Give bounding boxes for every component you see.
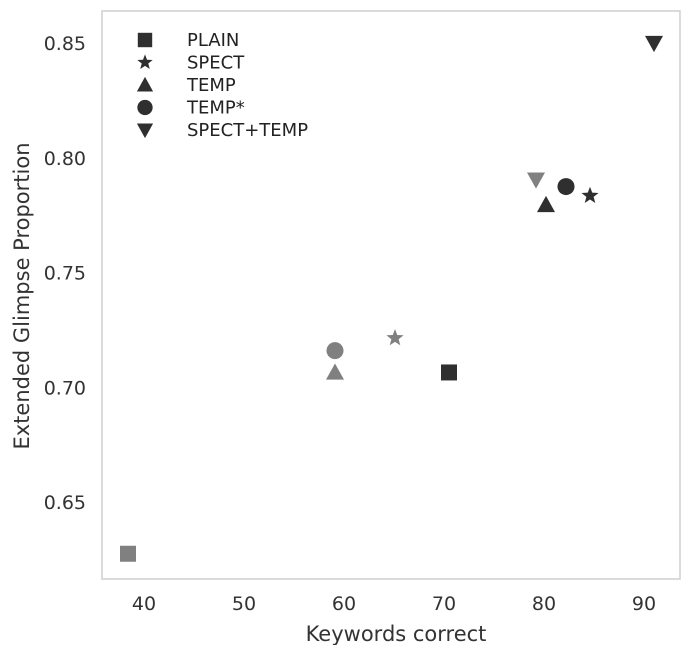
y-tick-label: 0.75 [44, 263, 86, 285]
point-temp-dark [557, 178, 575, 196]
x-tick-label: 60 [332, 593, 356, 615]
y-axis-label: Extended Glimpse Proportion [10, 142, 34, 449]
data-points [120, 35, 663, 562]
x-tick-label: 70 [432, 593, 456, 615]
x-tick-label: 80 [532, 593, 556, 615]
legend-label-spect: SPECT [187, 53, 245, 74]
legend-marker-temp [137, 99, 153, 116]
point-spect-light [386, 329, 404, 346]
y-tick-label: 0.80 [44, 148, 86, 170]
y-tick-label: 0.65 [44, 492, 86, 514]
point-temp-light [326, 363, 344, 380]
point-temp-dark [537, 195, 555, 213]
plot-area-frame [101, 10, 681, 580]
legend-marker-temp [136, 76, 154, 92]
y-axis-ticks: 0.65 0.70 0.75 0.80 0.85 [44, 33, 86, 514]
point-spect-temp-dark [645, 35, 663, 53]
x-tick-label: 50 [232, 593, 256, 615]
legend-label-spect-temp: SPECT+TEMP [187, 120, 308, 141]
point-plain-dark [441, 364, 457, 381]
point-spect-temp-light [527, 172, 545, 189]
point-plain-light [120, 545, 136, 562]
legend-label-temp: TEMP* [186, 98, 245, 119]
x-tick-label: 90 [632, 593, 656, 615]
x-axis-label: Keywords correct [306, 622, 487, 645]
point-spect-dark [581, 186, 599, 204]
y-tick-label: 0.85 [44, 33, 86, 55]
y-tick-label: 0.70 [44, 377, 86, 399]
legend-label-temp: TEMP [186, 75, 236, 96]
point-temp-light [326, 342, 344, 360]
x-axis-ticks: 40 50 60 70 80 90 [132, 593, 656, 615]
legend-marker-plain [137, 32, 153, 48]
x-tick-label: 40 [132, 593, 156, 615]
legend-marker-spect [137, 54, 153, 70]
legend-marker-spect-temp [136, 123, 154, 139]
legend-label-plain: PLAIN [187, 30, 239, 51]
